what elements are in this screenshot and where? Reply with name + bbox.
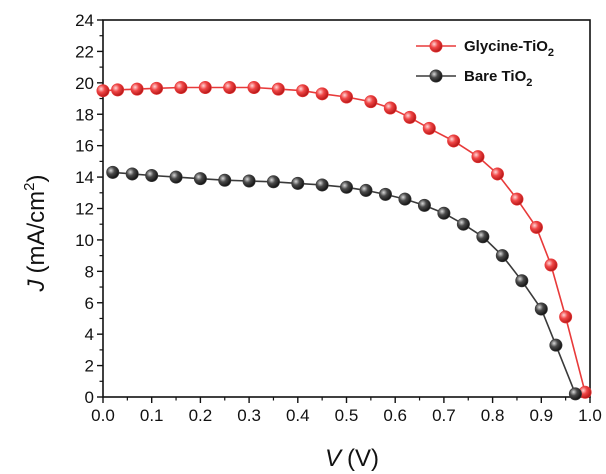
data-point: [198, 81, 212, 95]
series-glycine-tio2: [96, 81, 592, 399]
legend-marker: [429, 39, 443, 53]
data-point: [476, 230, 490, 244]
data-point: [125, 167, 139, 181]
y-tick-label: 18: [75, 105, 94, 124]
legend-item: Glycine-TiO2: [416, 38, 554, 59]
x-tick-label: 0.6: [383, 406, 407, 425]
data-point: [359, 183, 373, 197]
series-bare-tio2: [106, 165, 582, 401]
x-axis-title: V (V): [325, 445, 379, 472]
data-point: [296, 84, 310, 98]
data-point: [339, 90, 353, 104]
y-axis-unit-close: ): [23, 175, 50, 183]
data-point: [266, 175, 280, 189]
data-point: [96, 84, 110, 98]
series-layer: [96, 81, 592, 401]
x-tick-label: 0.9: [529, 406, 553, 425]
y-axis-unit-superscript: 2: [21, 183, 38, 191]
data-point: [417, 198, 431, 212]
data-point: [174, 81, 188, 95]
data-point: [339, 180, 353, 194]
data-point: [247, 81, 261, 95]
y-tick-label: 22: [75, 42, 94, 61]
legend-item: Bare TiO2: [416, 68, 532, 89]
y-tick-label: 2: [85, 357, 94, 376]
data-point: [515, 274, 529, 288]
data-point: [495, 249, 509, 263]
legend-label-main: Glycine-TiO: [464, 38, 548, 55]
legend-label-main: Bare TiO: [464, 68, 527, 85]
y-tick-label: 4: [85, 325, 94, 344]
x-axis: 0.0 0.1 0.2 0.3 0.4 0.5 0.6 0.7 0.8 0.9 1.0: [91, 397, 602, 425]
legend-label: Glycine-TiO2: [464, 38, 554, 59]
data-point: [364, 95, 378, 109]
data-point: [529, 220, 543, 234]
data-point: [549, 338, 563, 352]
data-point: [145, 169, 159, 183]
x-tick-label: 0.3: [237, 406, 261, 425]
y-tick-label: 0: [85, 388, 94, 407]
data-point: [510, 192, 524, 206]
x-tick-label: 0.5: [335, 406, 359, 425]
x-tick-label: 0.4: [286, 406, 310, 425]
series-line: [102, 86, 586, 393]
data-point: [403, 110, 417, 124]
data-point: [223, 81, 237, 95]
y-tick-label: 20: [75, 74, 94, 93]
legend-marker: [429, 69, 443, 83]
data-point: [218, 173, 232, 187]
y-axis-title: J (mA/cm2): [21, 175, 50, 293]
x-tick-label: 0.1: [140, 406, 164, 425]
x-tick-label: 0.0: [91, 406, 115, 425]
series-line: [112, 171, 577, 395]
data-point: [559, 310, 573, 324]
x-tick-label: 0.8: [481, 406, 505, 425]
data-point: [568, 387, 582, 401]
data-point: [291, 176, 305, 190]
y-axis-unit: (mA/cm: [23, 191, 50, 274]
data-point: [456, 217, 470, 231]
data-point: [383, 101, 397, 115]
data-point: [242, 174, 256, 188]
data-point: [471, 150, 485, 164]
data-point: [447, 134, 461, 148]
data-point: [315, 87, 329, 101]
data-point: [378, 187, 392, 201]
legend-label: Bare TiO2: [464, 68, 532, 89]
y-tick-label: 14: [75, 168, 94, 187]
x-axis-variable: V: [325, 445, 343, 472]
data-point: [150, 81, 164, 95]
data-point: [422, 121, 436, 135]
x-tick-label: 0.2: [189, 406, 213, 425]
data-point: [490, 167, 504, 181]
y-tick-label: 8: [85, 262, 94, 281]
x-tick-label: 1.0: [578, 406, 602, 425]
data-point: [534, 302, 548, 316]
y-tick-label: 6: [85, 294, 94, 313]
legend-label-subscript: 2: [548, 47, 554, 59]
data-point: [111, 83, 125, 97]
data-point: [437, 206, 451, 220]
data-point: [130, 82, 144, 96]
data-point: [315, 178, 329, 192]
x-axis-unit: (V): [347, 445, 379, 472]
y-axis-variable: J: [23, 279, 50, 293]
y-tick-label: 16: [75, 137, 94, 156]
y-tick-label: 10: [75, 231, 94, 250]
data-point: [271, 82, 285, 96]
legend-label-subscript: 2: [526, 77, 532, 89]
data-point: [193, 172, 207, 186]
y-tick-label: 12: [75, 200, 94, 219]
data-point: [398, 192, 412, 206]
x-tick-label: 0.7: [432, 406, 456, 425]
data-point: [106, 165, 120, 179]
y-tick-label: 24: [75, 11, 94, 30]
data-point: [169, 170, 183, 184]
data-point: [544, 258, 558, 272]
